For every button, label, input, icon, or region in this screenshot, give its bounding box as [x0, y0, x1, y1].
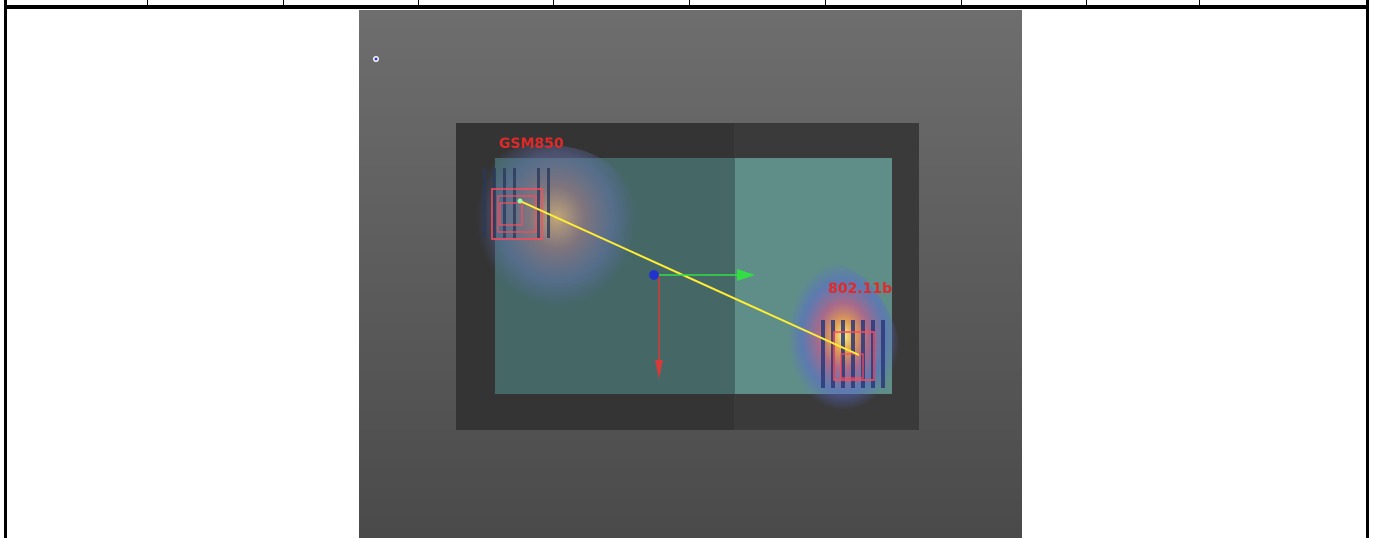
column-divider [689, 0, 690, 5]
column-divider [825, 0, 826, 5]
table-border-right [1366, 0, 1369, 538]
heatmap-left [476, 144, 638, 327]
viewport-scene [373, 56, 919, 430]
origin-sphere-icon [649, 270, 659, 280]
source-label-gsm850: GSM850 [499, 136, 564, 152]
antenna-array-right [821, 320, 885, 388]
table-border-left [4, 0, 7, 538]
column-divider [147, 0, 148, 5]
antenna-array-left [483, 168, 550, 240]
column-divider [961, 0, 962, 5]
table-header-row [4, 0, 1369, 9]
source-label-80211b: 802.11b [828, 281, 893, 297]
x-axis-arrow-icon [737, 269, 755, 281]
column-divider [1199, 0, 1200, 5]
link-endpoint-left [517, 198, 523, 204]
orientation-gizmo-icon[interactable] [373, 56, 379, 62]
axes-gizmo[interactable] [649, 269, 755, 379]
column-divider [553, 0, 554, 5]
column-divider [1086, 0, 1087, 5]
column-divider [283, 0, 284, 5]
3d-viewport[interactable]: GSM850 802.11b [359, 10, 1022, 538]
column-divider [418, 0, 419, 5]
link-line [519, 200, 860, 356]
y-axis-arrow-icon [655, 360, 663, 379]
